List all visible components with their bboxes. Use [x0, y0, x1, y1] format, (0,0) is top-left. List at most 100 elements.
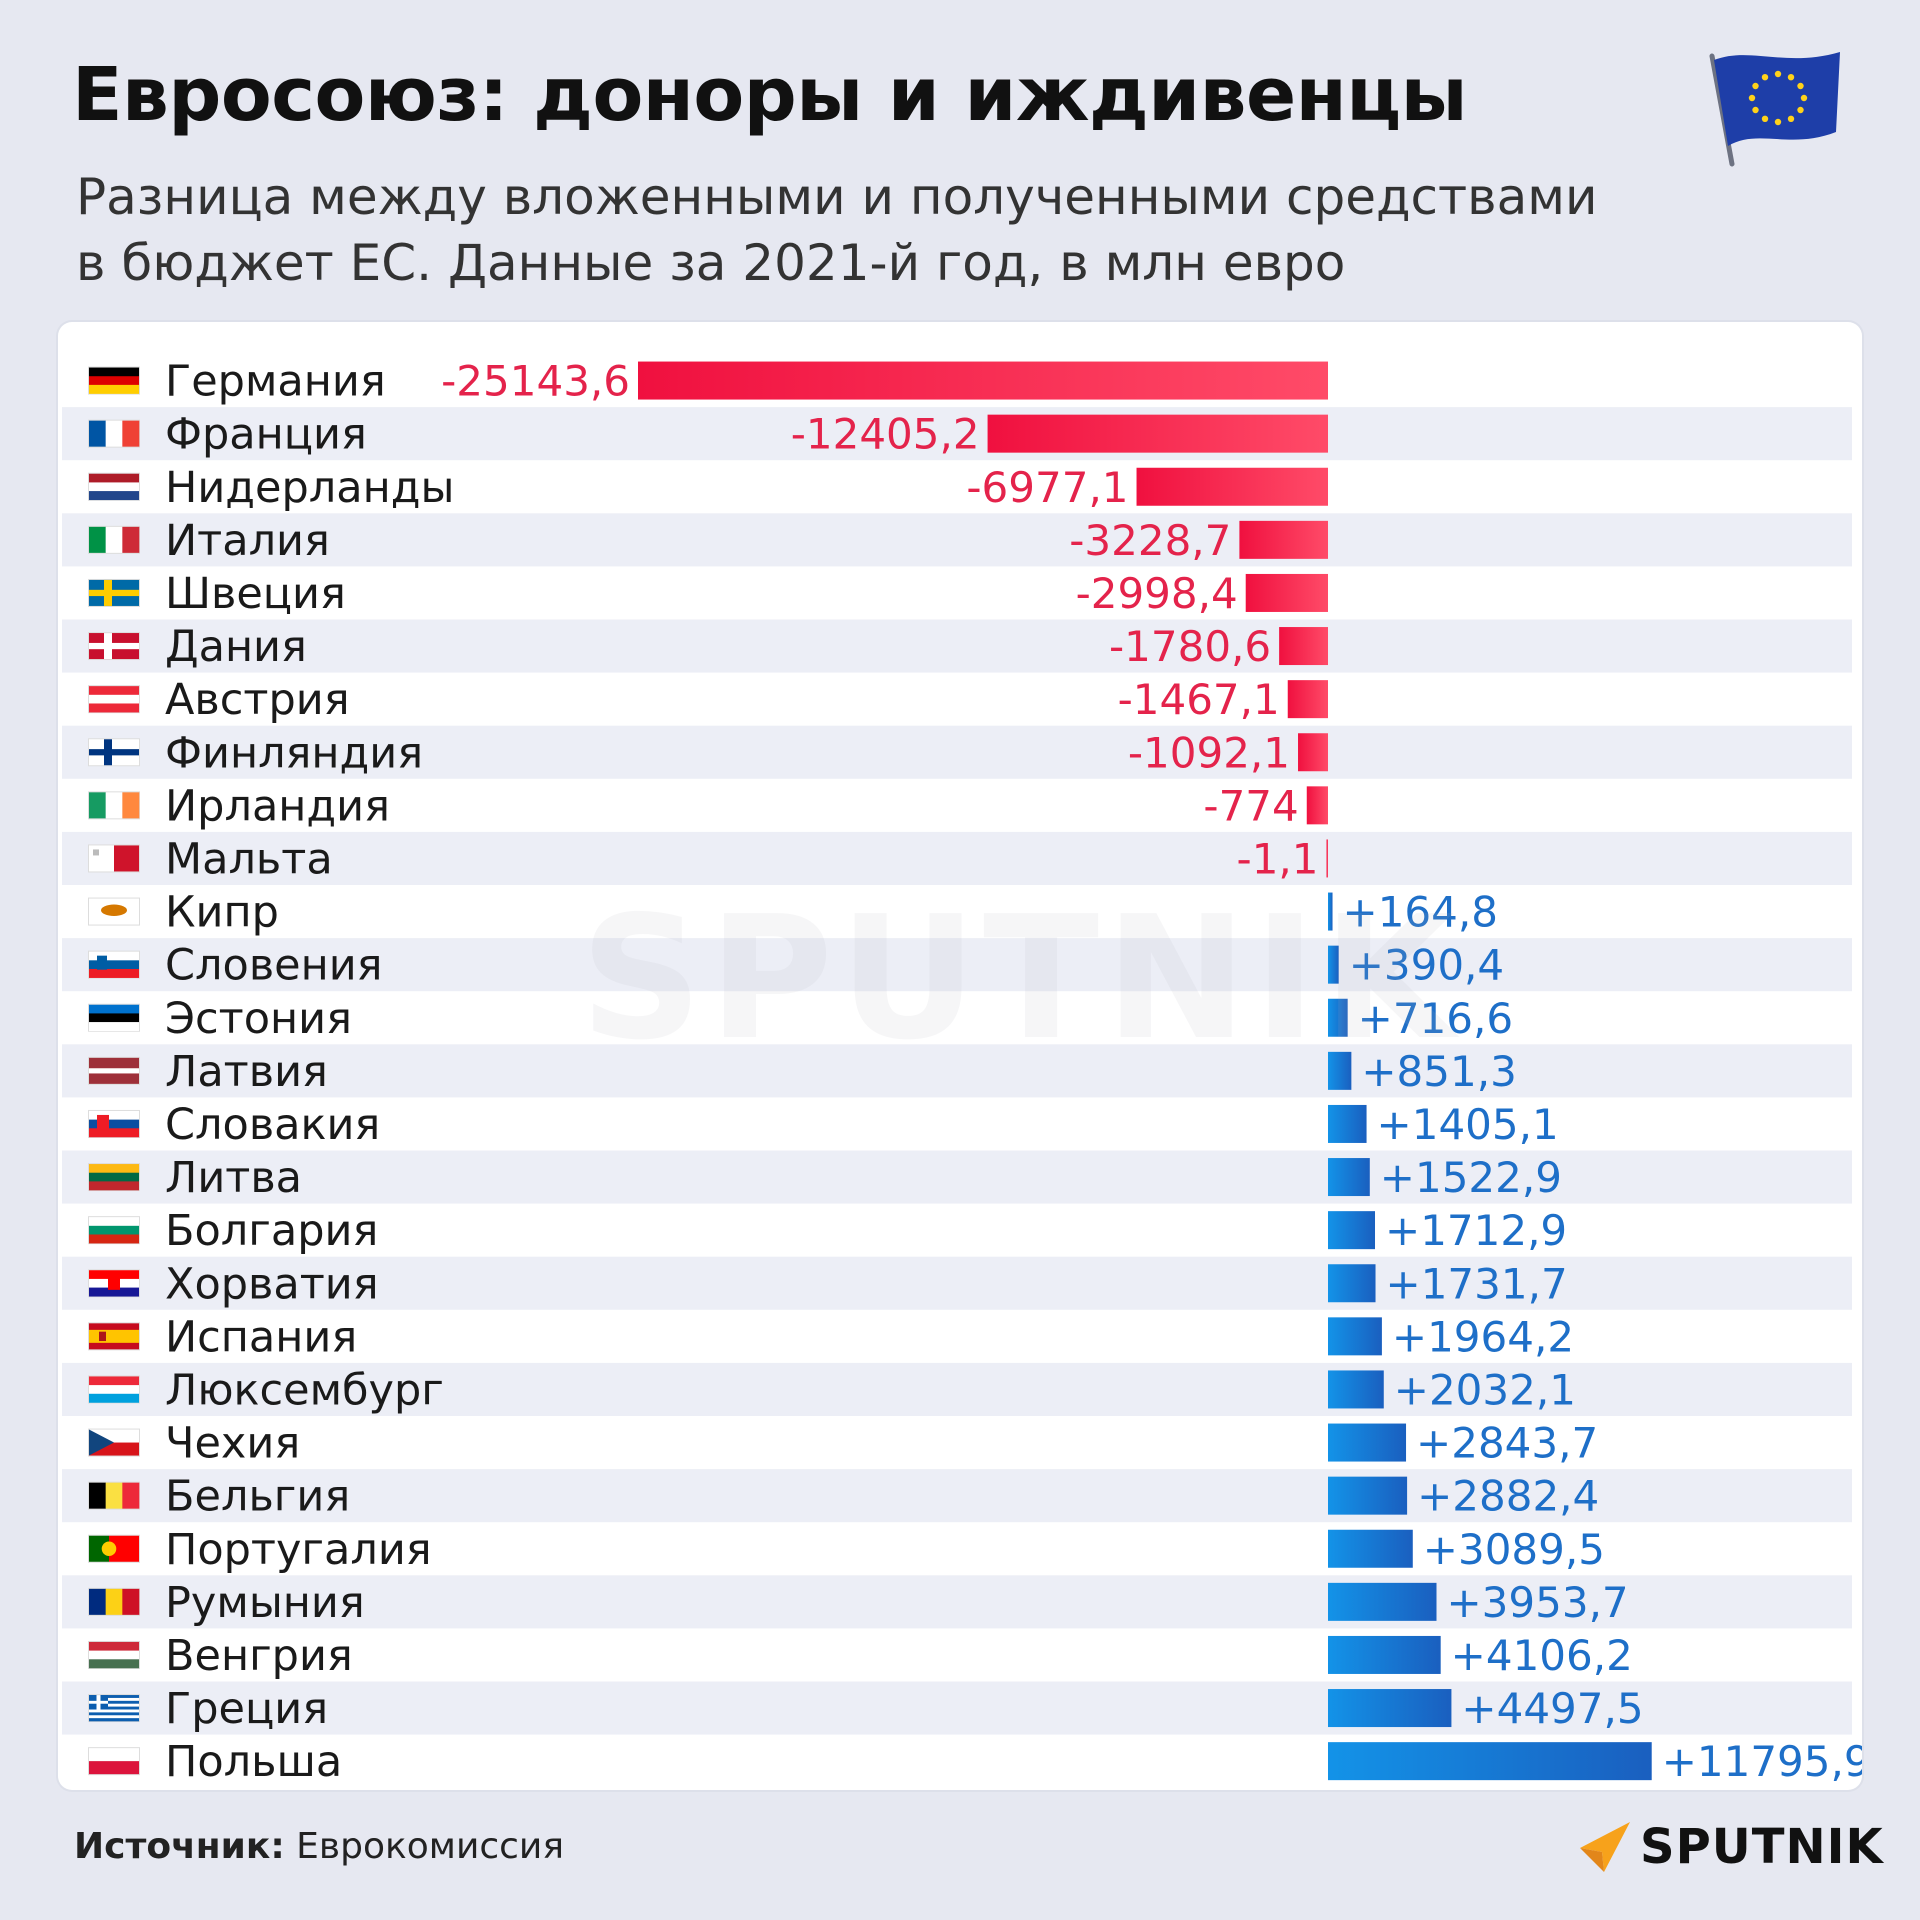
country-label: Греция	[165, 1684, 328, 1734]
flag-icon-pt	[88, 1534, 140, 1563]
eu-star	[1774, 118, 1782, 126]
country-label: Хорватия	[165, 1259, 379, 1309]
chart-row: Латвия +851,3	[62, 1044, 1852, 1098]
bar-positive	[1328, 1689, 1452, 1728]
page-subtitle: Разница между вложенными и полученными с…	[76, 164, 1776, 296]
bar-negative	[1298, 733, 1328, 772]
country-label: Болгария	[165, 1206, 378, 1256]
value-label: -12405,2	[791, 410, 980, 459]
chart-row: Болгария +1712,9	[88, 1206, 1567, 1256]
country-label: Латвия	[165, 1047, 328, 1097]
country-label: Эстония	[165, 994, 352, 1044]
flag-icon-se	[88, 578, 140, 607]
row-stripe	[62, 407, 1852, 461]
country-label: Португалия	[165, 1525, 432, 1575]
flag-icon-de	[88, 366, 140, 395]
bar-negative	[1279, 627, 1328, 666]
flag-icon-lt	[88, 1163, 140, 1192]
value-label: -1467,1	[1118, 675, 1280, 724]
country-label: Словения	[165, 941, 383, 991]
eu-star	[1752, 106, 1759, 114]
country-label: Кипр	[165, 888, 279, 938]
country-label: Венгрия	[165, 1631, 353, 1681]
flag-icon-it	[88, 525, 140, 554]
bar-negative	[987, 414, 1328, 453]
value-label: +1712,9	[1385, 1206, 1567, 1255]
logo-text: SPUTNIK	[1640, 1819, 1884, 1875]
flag-icon-hu	[88, 1640, 140, 1669]
eu-flag-icon	[1709, 52, 1840, 167]
bar-positive	[1328, 998, 1348, 1037]
eu-star	[1787, 115, 1795, 123]
bar-positive	[1328, 945, 1339, 984]
row-stripe	[62, 725, 1852, 779]
country-label: Литва	[165, 1153, 302, 1203]
source-value: Еврокомиссия	[296, 1826, 564, 1867]
value-label: +2032,1	[1394, 1365, 1576, 1414]
sputnik-logo: SPUTNIK	[1576, 1818, 1884, 1876]
bar-positive	[1328, 1742, 1652, 1781]
subtitle-line-2: в бюджет ЕС. Данные за 2021-й год, в млн…	[76, 234, 1346, 292]
chart-row: Австрия -1467,1	[88, 675, 1328, 725]
country-label: Франция	[165, 410, 367, 460]
flag-icon-lu	[88, 1375, 140, 1404]
value-label: -3228,7	[1069, 516, 1231, 565]
chart-row: Польша +11795,9	[88, 1737, 1862, 1787]
chart-row: Дания -1780,6	[62, 619, 1852, 673]
chart-row: Германия -25143,6	[88, 357, 1328, 407]
flag-icon-hr	[88, 1269, 140, 1298]
value-label: +3089,5	[1423, 1525, 1605, 1574]
country-label: Чехия	[165, 1419, 300, 1469]
country-label: Испания	[165, 1312, 357, 1362]
country-label: Нидерланды	[165, 463, 454, 513]
chart-row: Эстония +716,6	[88, 994, 1513, 1044]
bar-negative	[1306, 786, 1328, 825]
chart-row: Швеция -2998,4	[88, 569, 1328, 619]
flag-icon-cz	[88, 1428, 140, 1457]
bar-positive	[1328, 1051, 1352, 1090]
flag-icon-ro	[88, 1587, 140, 1616]
row-stripe	[62, 1256, 1852, 1310]
country-label: Австрия	[165, 675, 350, 725]
bar-negative	[638, 361, 1328, 400]
value-label: +4497,5	[1461, 1684, 1643, 1733]
chart-row: Румыния +3953,7	[62, 1575, 1852, 1629]
chart-row: Кипр +164,8	[88, 888, 1498, 938]
value-label: -6977,1	[966, 463, 1128, 512]
eu-star	[1748, 94, 1756, 102]
chart-row: Мальта -1,1	[62, 831, 1852, 885]
country-label: Дания	[165, 622, 307, 672]
country-label: Люксембург	[165, 1365, 444, 1415]
row-stripe	[62, 1469, 1852, 1523]
flag-icon-nl	[88, 472, 140, 501]
value-label: +1731,7	[1386, 1259, 1568, 1308]
value-label: +1522,9	[1380, 1153, 1562, 1202]
source-label: Источник:	[74, 1826, 285, 1867]
value-label: -1,1	[1237, 834, 1319, 883]
value-label: -1092,1	[1128, 728, 1290, 777]
value-label: +2843,7	[1416, 1419, 1598, 1468]
bar-positive	[1328, 1370, 1384, 1409]
page-title: Евросоюз: доноры и иждивенцы	[72, 52, 1468, 138]
bar-positive	[1328, 1635, 1441, 1674]
chart-row: Нидерланды -6977,1	[88, 463, 1328, 513]
eu-star	[1787, 74, 1795, 81]
flag-icon-es	[88, 1322, 140, 1351]
chart-row: Словения +390,4	[62, 938, 1852, 992]
row-stripe	[62, 938, 1852, 992]
value-label: +716,6	[1358, 994, 1513, 1043]
chart-row: Люксембург +2032,1	[62, 1362, 1852, 1416]
eu-star	[1800, 94, 1808, 102]
row-stripe	[62, 831, 1852, 885]
bar-positive	[1328, 1476, 1408, 1515]
row-stripe	[62, 1575, 1852, 1629]
value-label: +390,4	[1349, 941, 1504, 990]
flag-icon-cy	[88, 897, 140, 926]
chart-row: Бельгия +2882,4	[62, 1469, 1852, 1523]
eu-star	[1797, 82, 1804, 90]
value-label: +11795,9	[1662, 1737, 1862, 1786]
bar-positive	[1328, 1211, 1376, 1250]
bar-positive	[1328, 1582, 1437, 1621]
chart-row: Хорватия +1731,7	[62, 1256, 1852, 1310]
eu-star	[1761, 115, 1769, 123]
